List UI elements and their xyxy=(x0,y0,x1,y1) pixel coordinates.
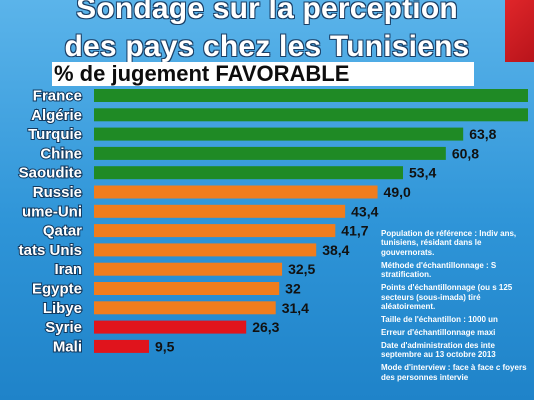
category-label: France xyxy=(33,88,82,105)
category-label: Mali xyxy=(53,338,82,355)
value-label: 41,7 xyxy=(341,223,368,239)
value-label: 26,3 xyxy=(252,319,279,335)
category-label: Saoudite xyxy=(19,165,82,182)
bar xyxy=(94,262,283,276)
value-label: 31,4 xyxy=(282,300,309,316)
chart-title-line-1: Sondage sur la perception xyxy=(76,0,458,25)
category-label: Algérie xyxy=(31,107,82,124)
category-label: Qatar xyxy=(43,223,82,240)
bar xyxy=(94,166,404,180)
bar xyxy=(94,204,346,218)
bar xyxy=(94,282,280,295)
methodology-note: Taille de l'échantillon : 1000 un xyxy=(381,315,498,325)
methodology-note: Points d'échantillonnage (ou s 125 secte… xyxy=(381,283,513,312)
value-label: 32 xyxy=(285,281,301,297)
methodology-note: Mode d'interview : face à face c foyers … xyxy=(381,363,527,382)
value-label: 63,8 xyxy=(469,126,496,142)
category-label: Chine xyxy=(40,145,82,162)
value-label: 49,0 xyxy=(384,184,411,200)
chart-subtitle: % de jugement FAVORABLE xyxy=(52,62,474,86)
bar xyxy=(94,127,464,141)
category-label: Iran xyxy=(54,261,82,278)
category-label: Libye xyxy=(43,300,82,317)
methodology-note: Méthode d'échantillonnage : S stratifica… xyxy=(381,260,497,280)
bar xyxy=(94,339,149,353)
category-label: ume-Uni xyxy=(22,203,82,220)
value-label: 43,4 xyxy=(351,203,378,219)
methodology-note: Date d'administration des inte septembre… xyxy=(381,341,496,360)
bar xyxy=(94,185,378,199)
methodology-note: Erreur d'échantillonnage maxi xyxy=(381,328,496,338)
bar xyxy=(94,146,446,160)
bar xyxy=(94,301,276,315)
value-label: 38,4 xyxy=(322,242,349,258)
value-label: 32,5 xyxy=(288,261,315,277)
bar xyxy=(94,224,336,238)
value-label: 9,5 xyxy=(155,338,175,354)
category-label: Egypte xyxy=(32,281,82,298)
methodology-notes: Population de référence : Indiv ans, tun… xyxy=(381,229,534,400)
value-label: 60,8 xyxy=(452,145,479,161)
category-label: Russie xyxy=(33,184,82,201)
category-label: tats Unis xyxy=(19,242,82,259)
flag-decoration xyxy=(505,0,534,62)
category-label: Turquie xyxy=(28,126,82,143)
category-label: Syrie xyxy=(45,319,82,336)
bar xyxy=(94,108,528,122)
chart-title-line-2: des pays chez les Tunisiens xyxy=(64,30,470,63)
methodology-note: Population de référence : Indiv ans, tun… xyxy=(381,229,517,257)
value-label: 53,4 xyxy=(409,165,436,181)
bar xyxy=(94,320,247,334)
bar xyxy=(94,243,317,257)
bar xyxy=(94,89,528,102)
